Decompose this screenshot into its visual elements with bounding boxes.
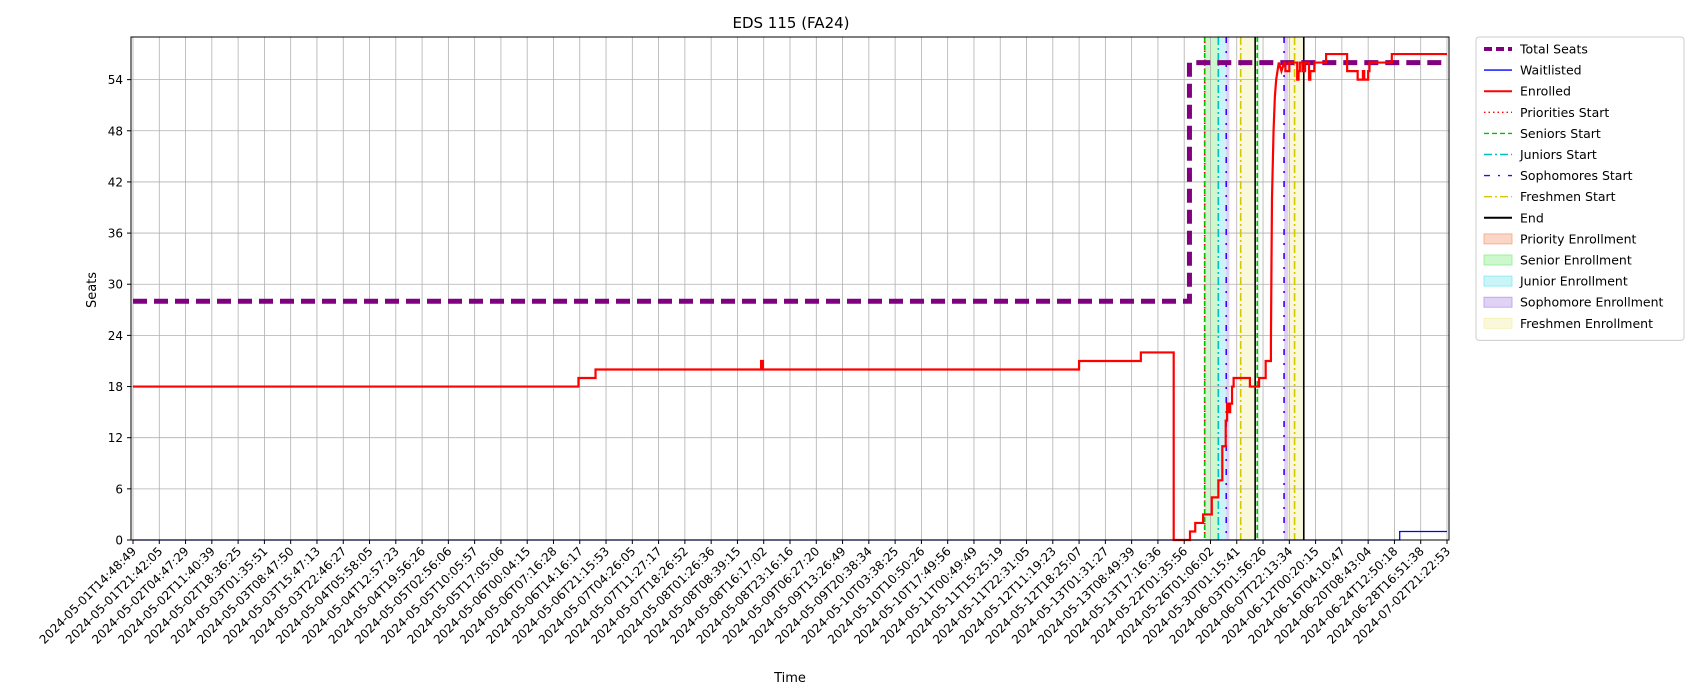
y-tick-label: 36 [108,227,123,241]
legend-entry: Freshmen Start [1484,189,1616,204]
plot-area: 0612182430364248542024-05-01T14:48:49202… [37,36,1453,647]
legend-entry: Sophomore Enrollment [1483,295,1664,310]
y-tick-label: 18 [108,380,123,394]
legend-swatch [1483,296,1513,308]
y-tick-label: 42 [108,175,123,189]
legend-label: Junior Enrollment [1519,274,1628,289]
legend-label: Total Seats [1519,42,1588,57]
legend: Total Seats Waitlisted Enrolled Priorities … [1475,36,1685,341]
y-tick-label: 24 [108,329,123,343]
legend-label: Freshmen Start [1520,189,1616,204]
legend-swatch [1483,317,1513,329]
legend-entry: Waitlisted [1484,63,1582,78]
legend-label: Sophomores Start [1520,168,1633,183]
y-tick-label: 54 [108,73,123,87]
legend-entry: Senior Enrollment [1483,253,1632,268]
span-2-0 [1218,37,1227,540]
legend-entry: Sophomores Start [1484,168,1633,183]
span-3-0 [1226,37,1230,540]
legend-entry: Enrolled [1484,84,1571,99]
legend-label: Priority Enrollment [1520,231,1637,246]
legend-label: Juniors Start [1519,147,1597,162]
y-tick-label: 6 [115,482,123,496]
legend-box [1475,36,1685,341]
legend-entry: Juniors Start [1484,147,1597,162]
legend-entry: Freshmen Enrollment [1483,316,1653,331]
legend-entry: Priorities Start [1484,105,1609,120]
legend-label: Senior Enrollment [1520,253,1632,268]
series-line-0 [133,60,1447,304]
y-axis-label: Seats [85,272,100,308]
legend-label: End [1520,210,1544,225]
y-tick-label: 12 [108,431,123,445]
y-tick-label: 0 [115,534,123,548]
legend-label: Seniors Start [1520,126,1601,141]
span-4-0 [1239,37,1256,540]
legend-entry: Priority Enrollment [1483,231,1637,246]
y-tick-label: 48 [108,124,123,138]
legend-label: Priorities Start [1520,105,1609,120]
legend-swatch [1483,275,1513,287]
legend-entry: Seniors Start [1484,126,1601,141]
legend-label: Waitlisted [1520,63,1582,78]
span-1-0 [1204,37,1219,540]
series-line-2 [133,52,1447,542]
span-4-1 [1288,37,1304,540]
span-3-1 [1284,37,1289,540]
legend-entry: Junior Enrollment [1483,274,1628,289]
x-axis-label: Time [773,671,806,686]
legend-swatch [1483,233,1513,245]
legend-label: Freshmen Enrollment [1520,316,1653,331]
legend-entry: Total Seats [1484,42,1588,57]
legend-swatch [1483,254,1513,266]
legend-label: Sophomore Enrollment [1520,295,1664,310]
legend-entry: End [1484,210,1544,225]
chart-title: EDS 115 (FA24) [732,14,849,32]
span-1-1 [1257,37,1260,540]
legend-label: Enrolled [1520,84,1571,99]
y-tick-label: 30 [108,278,123,292]
